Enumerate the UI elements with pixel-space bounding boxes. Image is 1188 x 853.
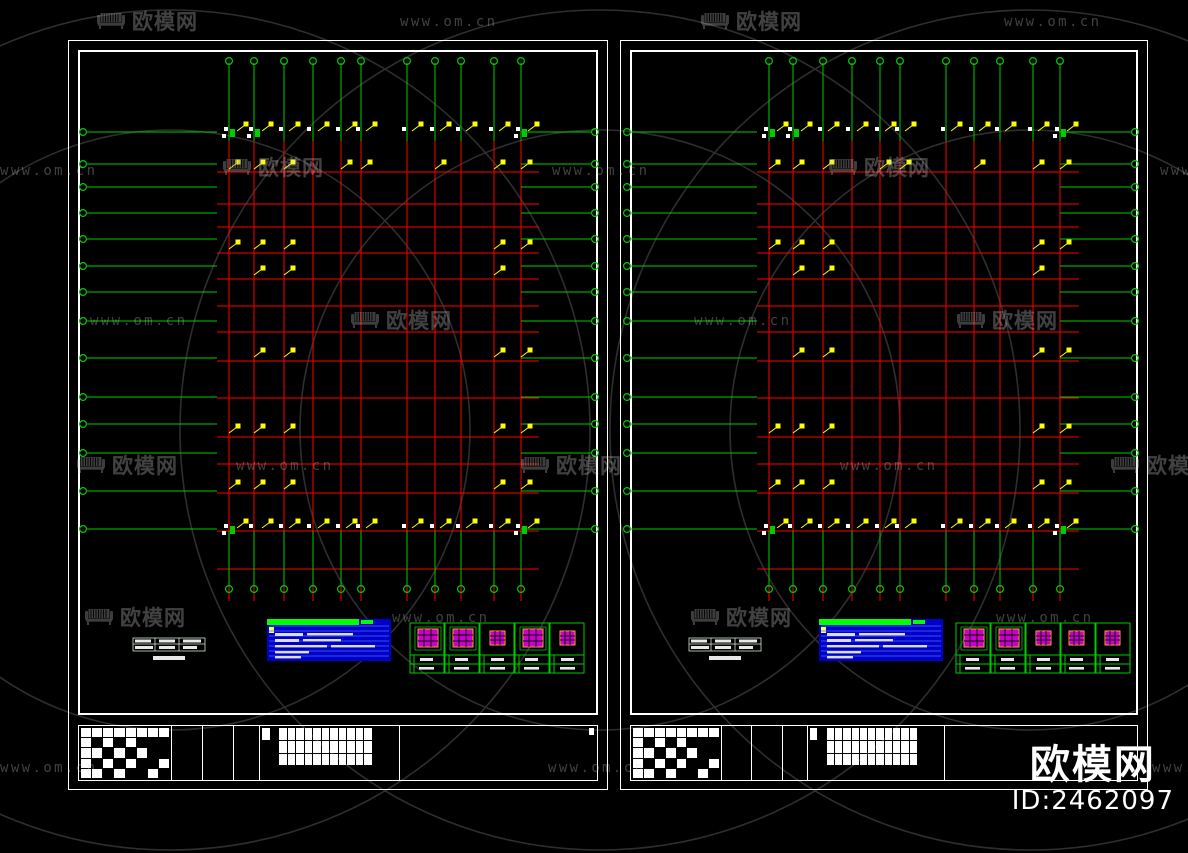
section-detail-4 <box>519 626 547 670</box>
axis-vertical-bottom <box>228 531 522 586</box>
grid-vertical-red <box>228 141 522 601</box>
section-detail-5 <box>1104 630 1121 670</box>
section-details <box>409 622 585 674</box>
axis-horizontal-left <box>631 131 757 530</box>
section-detail-3 <box>489 630 506 670</box>
watermark-logo-text: 欧模网 <box>132 10 198 34</box>
section-detail-1 <box>960 626 988 670</box>
sofa-icon <box>97 13 125 29</box>
column-markers-row-n <box>222 518 540 535</box>
title-block-cell-5 <box>260 726 401 780</box>
axis-horizontal-right <box>1060 131 1131 530</box>
section-detail-2 <box>449 626 477 670</box>
grid-horizontal-red <box>757 171 1079 570</box>
grid-bubble-top <box>765 57 1065 66</box>
notes-block <box>267 619 391 661</box>
title-block-cell-3 <box>752 726 783 780</box>
watermark-url: www.om.cn <box>1004 14 1102 30</box>
title-block-cell-1 <box>631 726 723 780</box>
notes-title-bar <box>267 619 359 625</box>
grid-bubble-bottom <box>765 584 1065 593</box>
watermark-logo: 欧模网 <box>96 6 198 36</box>
watermark-logo-text: 欧模网 <box>736 10 802 34</box>
legend-table <box>132 637 206 660</box>
axis-horizontal-left <box>87 131 217 530</box>
grid-bubble-left <box>622 127 632 534</box>
section-detail-2 <box>995 626 1023 670</box>
grid-bubbles <box>79 57 599 593</box>
title-block-cell-1 <box>79 726 173 780</box>
section-detail-4 <box>1068 630 1085 670</box>
column-markers-row-a <box>762 121 1079 138</box>
title-block-cell-4 <box>234 726 261 780</box>
section-detail-5 <box>559 630 576 670</box>
grid-bubbles <box>622 57 1140 593</box>
title-block-cell-3 <box>203 726 235 780</box>
grid-horizontal-red <box>217 171 539 570</box>
grid-bubble-top <box>225 57 526 66</box>
sofa-icon <box>701 13 729 29</box>
axis-extension-lines <box>87 63 591 586</box>
axis-horizontal-right <box>521 131 591 530</box>
grid-bubble-right <box>1131 127 1140 534</box>
axis-vertical-top <box>768 63 1061 141</box>
axis-vertical-top <box>228 63 522 141</box>
axis-vertical-bottom <box>768 531 1061 586</box>
title-block-cell-5 <box>808 726 945 780</box>
title-block-right[interactable] <box>630 725 1138 781</box>
cad-drawing-right[interactable] <box>621 41 1149 791</box>
column-markers-row-n <box>762 518 1079 535</box>
drawing-sheet-right[interactable] <box>620 40 1148 790</box>
leader-callouts <box>228 159 533 490</box>
leader-callouts <box>768 159 1072 490</box>
title-block-cell-4 <box>783 726 809 780</box>
cad-drawing-left[interactable] <box>69 41 609 791</box>
brand-logo: 欧模网 <box>1029 742 1156 789</box>
column-markers-row-a <box>222 121 540 138</box>
axis-extension-lines <box>631 63 1131 586</box>
title-block-cell-6 <box>400 726 597 780</box>
model-id-label: ID:2462097 <box>1011 786 1174 817</box>
grid-lines-red <box>217 141 539 601</box>
grid-vertical-red <box>768 141 1061 601</box>
drawing-sheet-left[interactable] <box>68 40 608 790</box>
grid-lines-red <box>757 141 1079 601</box>
watermark-logo-text: 欧模网 <box>1146 454 1188 478</box>
sheet-inner-frame-right <box>630 50 1138 715</box>
sheet-inner-frame-left <box>78 50 598 715</box>
watermark-logo: 欧模网 <box>700 6 802 36</box>
section-detail-3 <box>1035 630 1052 670</box>
brand-block: 欧模网 ID:2462097 <box>1012 745 1174 817</box>
title-block-cell-2 <box>172 726 204 780</box>
notes-block <box>819 619 943 661</box>
grid-bubble-bottom <box>225 584 526 593</box>
notes-title-bar <box>819 619 911 625</box>
section-details <box>955 622 1131 674</box>
title-block-left[interactable] <box>78 725 598 781</box>
grid-bubble-right <box>590 127 599 534</box>
section-detail-1 <box>414 626 442 670</box>
title-block-cell-2 <box>722 726 753 780</box>
watermark-url: www.om.cn <box>400 14 498 30</box>
watermark-url: www.om.cn <box>1160 163 1188 179</box>
grid-bubble-left <box>79 127 88 534</box>
legend-table <box>688 637 762 660</box>
